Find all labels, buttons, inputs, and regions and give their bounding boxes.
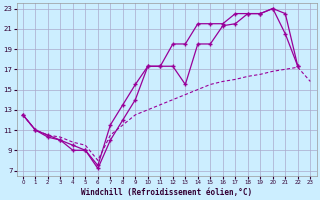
X-axis label: Windchill (Refroidissement éolien,°C): Windchill (Refroidissement éolien,°C)	[81, 188, 252, 197]
